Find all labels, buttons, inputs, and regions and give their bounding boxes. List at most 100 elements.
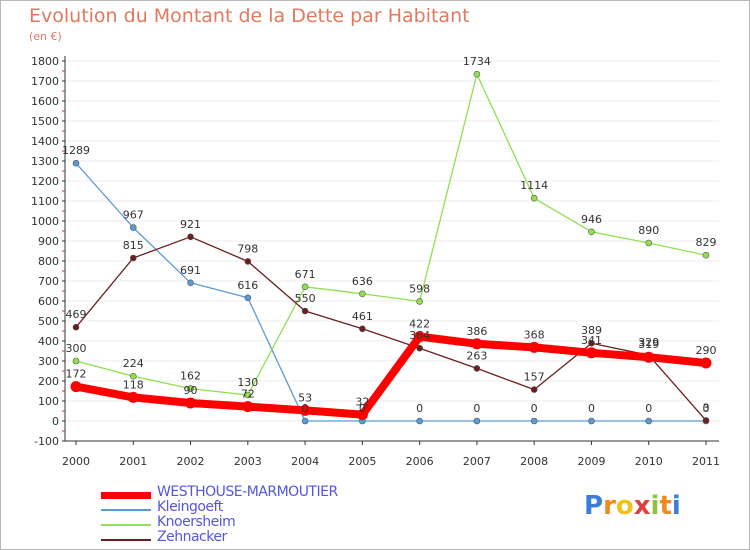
data-point bbox=[70, 381, 82, 393]
series-line-knoersheim bbox=[75, 73, 707, 396]
data-point bbox=[416, 298, 423, 305]
y-tick-label: 1300 bbox=[31, 155, 59, 168]
x-tick-label: 2011 bbox=[692, 455, 720, 468]
data-point bbox=[416, 344, 423, 352]
data-point bbox=[301, 283, 309, 291]
y-tick-label: 400 bbox=[38, 335, 59, 348]
data-label: 32 bbox=[355, 396, 369, 409]
data-label: 130 bbox=[237, 376, 258, 389]
data-label: 890 bbox=[638, 224, 659, 237]
data-point bbox=[530, 194, 538, 202]
data-label: 469 bbox=[66, 308, 87, 321]
data-point bbox=[301, 307, 309, 315]
data-label: 389 bbox=[581, 324, 602, 337]
data-label: 172 bbox=[66, 368, 87, 381]
y-tick-label: -100 bbox=[34, 435, 59, 448]
logo-letter: i bbox=[650, 491, 660, 521]
data-point bbox=[301, 417, 309, 425]
data-label: 829 bbox=[696, 236, 717, 249]
data-point bbox=[588, 228, 595, 236]
logo-letter: t bbox=[659, 491, 672, 521]
y-tick-label: 1600 bbox=[31, 95, 59, 108]
chart-title: Evolution du Montant de la Dette par Hab… bbox=[29, 5, 470, 27]
data-point bbox=[528, 341, 540, 353]
data-label: 0 bbox=[588, 402, 595, 415]
data-point bbox=[72, 323, 80, 331]
y-tick-label: 1800 bbox=[31, 55, 59, 68]
x-tick-label: 2001 bbox=[119, 455, 147, 468]
legend-label: Kleingoeft bbox=[157, 499, 223, 515]
data-point bbox=[700, 357, 712, 369]
y-tick-label: 500 bbox=[38, 315, 59, 328]
y-tick-label: 100 bbox=[38, 395, 59, 408]
data-point bbox=[473, 417, 481, 425]
data-label: 422 bbox=[409, 318, 430, 331]
data-label: 290 bbox=[696, 344, 717, 357]
data-label: 967 bbox=[123, 209, 144, 222]
series-line-kleingoeft bbox=[75, 162, 707, 422]
logo-letter: i bbox=[671, 491, 681, 521]
data-label: 636 bbox=[352, 275, 373, 288]
data-point bbox=[359, 325, 366, 333]
data-label: 118 bbox=[123, 378, 144, 391]
data-label: 162 bbox=[180, 370, 201, 383]
data-point bbox=[244, 258, 252, 265]
data-point bbox=[187, 233, 194, 241]
y-tick-label: 1200 bbox=[31, 175, 59, 188]
proxiti-logo: Proxiti bbox=[584, 491, 681, 521]
data-label: 0 bbox=[359, 402, 366, 415]
x-tick-label: 2007 bbox=[463, 455, 491, 468]
legend-swatch bbox=[101, 509, 151, 511]
data-label: 329 bbox=[638, 336, 659, 349]
data-point bbox=[359, 290, 366, 298]
data-label: 0 bbox=[416, 402, 423, 415]
data-point bbox=[588, 417, 595, 425]
y-tick-label: 700 bbox=[38, 275, 59, 288]
data-label: 341 bbox=[581, 334, 602, 347]
y-tick-label: 200 bbox=[38, 375, 59, 388]
data-point bbox=[471, 338, 483, 350]
data-point bbox=[585, 347, 597, 359]
data-point bbox=[72, 357, 80, 365]
data-label: 72 bbox=[241, 388, 255, 401]
y-tick-label: 300 bbox=[38, 355, 59, 368]
data-label: 90 bbox=[184, 384, 198, 397]
series-line-zehnacker bbox=[75, 236, 707, 422]
data-point bbox=[127, 391, 139, 403]
x-tick-label: 2009 bbox=[577, 455, 605, 468]
data-point bbox=[473, 70, 481, 78]
y-tick-label: 0 bbox=[52, 415, 59, 428]
legend-swatch bbox=[101, 539, 151, 541]
legend-swatch bbox=[101, 524, 151, 526]
data-label: 224 bbox=[123, 357, 144, 370]
logo-letter: o bbox=[615, 491, 634, 521]
data-label: 691 bbox=[180, 264, 201, 277]
data-point bbox=[530, 386, 538, 393]
data-point bbox=[129, 224, 137, 231]
data-label: 157 bbox=[524, 371, 545, 384]
data-point bbox=[244, 391, 252, 399]
x-tick-label: 2004 bbox=[291, 455, 319, 468]
data-point bbox=[645, 239, 653, 247]
x-tick-label: 2010 bbox=[635, 455, 663, 468]
logo-letter: P bbox=[584, 491, 604, 521]
y-tick-label: 1700 bbox=[31, 75, 59, 88]
x-tick-label: 2002 bbox=[177, 455, 205, 468]
data-point bbox=[129, 372, 137, 380]
data-point bbox=[187, 385, 194, 392]
data-label: 616 bbox=[237, 279, 258, 292]
data-point bbox=[356, 409, 368, 421]
data-point bbox=[242, 401, 254, 413]
legend-swatch bbox=[101, 492, 151, 499]
data-point bbox=[588, 339, 595, 347]
data-label: 798 bbox=[237, 242, 258, 255]
data-label: 550 bbox=[295, 292, 316, 305]
data-label: 386 bbox=[466, 325, 487, 338]
data-label: 364 bbox=[409, 329, 430, 342]
data-label: 0 bbox=[473, 402, 480, 415]
x-tick-label: 2000 bbox=[62, 455, 90, 468]
data-point bbox=[645, 417, 653, 425]
data-label: 921 bbox=[180, 218, 201, 231]
data-point bbox=[702, 251, 710, 259]
